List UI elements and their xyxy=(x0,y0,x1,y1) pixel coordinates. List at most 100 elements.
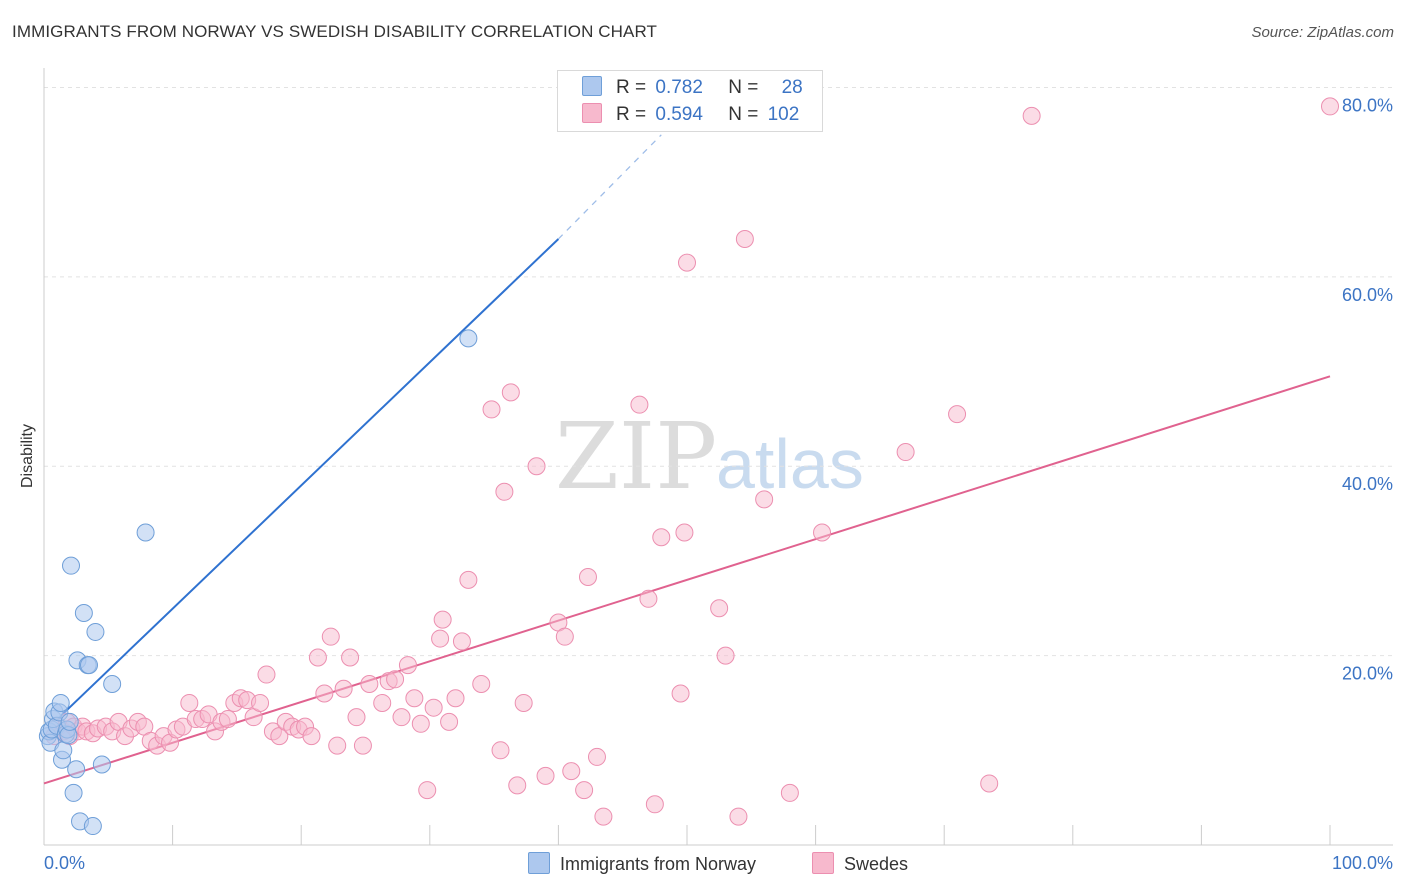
swedes-point xyxy=(587,747,606,766)
swedes-point xyxy=(652,528,671,547)
swedes-point xyxy=(575,781,594,800)
swedes-point xyxy=(360,675,379,694)
swedes-point xyxy=(755,490,774,509)
legend-swatch-norway xyxy=(582,76,602,96)
bottom-legend-label-swedes: Swedes xyxy=(844,854,909,874)
swedes-point xyxy=(710,599,729,618)
swedes-point xyxy=(980,774,999,793)
swedes-point xyxy=(729,807,748,826)
swedes-point xyxy=(630,395,649,414)
source-label: Source: ZipAtlas.com xyxy=(1251,24,1394,41)
swedes-point xyxy=(424,698,443,717)
swedes-point xyxy=(527,457,546,476)
swedes-point xyxy=(495,482,514,501)
norway-point xyxy=(103,675,122,694)
norway-point xyxy=(136,523,155,542)
swedes-point xyxy=(501,383,520,402)
norway-point xyxy=(92,755,111,774)
swedes-point xyxy=(578,568,597,587)
swedes-point xyxy=(440,712,459,731)
swedes-point xyxy=(675,523,694,542)
bottom-legend-swatch-swedes xyxy=(812,852,834,874)
swedes-point xyxy=(257,665,276,684)
norway-trend-extension xyxy=(557,134,662,240)
swedes-point xyxy=(735,229,754,248)
norway-trend-line xyxy=(58,238,560,718)
swedes-point xyxy=(594,807,613,826)
norway-point xyxy=(54,741,73,760)
legend-r-label: R = xyxy=(616,104,647,125)
swedes-point xyxy=(315,684,334,703)
y-tick-label: 80.0% xyxy=(1342,95,1393,115)
swedes-point xyxy=(645,795,664,814)
swedes-point xyxy=(328,736,347,755)
swedes-point xyxy=(459,570,478,589)
chart-title: IMMIGRANTS FROM NORWAY VS SWEDISH DISABI… xyxy=(12,22,658,41)
legend-n-value: 28 xyxy=(781,77,803,98)
swedes-point xyxy=(514,693,533,712)
y-tick-label: 40.0% xyxy=(1342,474,1393,494)
swedes-point xyxy=(671,684,690,703)
swedes-point xyxy=(433,610,452,629)
swedes-point xyxy=(472,675,491,694)
norway-point xyxy=(86,622,105,641)
stats-legend: R = 0.782 N = 28 R = 0.594 N = 102 xyxy=(557,70,823,132)
norway-point xyxy=(64,783,83,802)
x-tick-label-max: 100.0% xyxy=(1332,853,1393,873)
legend-r-value: 0.782 xyxy=(655,77,703,98)
swedes-point xyxy=(251,693,270,712)
swedes-point xyxy=(392,708,411,727)
swedes-point xyxy=(321,627,340,646)
norway-point xyxy=(67,760,86,779)
legend-n-label: N = xyxy=(728,104,759,125)
y-tick-labels: 20.0% 40.0% 60.0% 80.0% xyxy=(1342,95,1393,683)
swedes-point xyxy=(508,776,527,795)
swedes-point xyxy=(411,714,430,733)
bottom-legend-swedes: Swedes xyxy=(812,852,908,876)
norway-point xyxy=(60,712,79,731)
swedes-point xyxy=(341,648,360,667)
bottom-legend-label-norway: Immigrants from Norway xyxy=(560,854,757,874)
swedes-point xyxy=(555,627,574,646)
legend-row-norway: R = 0.782 N = 28 xyxy=(582,76,803,100)
norway-trend xyxy=(58,134,662,718)
norway-point xyxy=(80,656,99,675)
swedes-point xyxy=(536,766,555,785)
swedes-point xyxy=(418,781,437,800)
swedes-point xyxy=(302,727,321,746)
legend-n-label: N = xyxy=(728,77,759,98)
swedes-point xyxy=(334,679,353,698)
swedes-point xyxy=(1321,97,1339,116)
axes xyxy=(43,68,1393,846)
norway-points xyxy=(38,329,478,836)
norway-point xyxy=(51,693,70,712)
swedes-point xyxy=(813,523,832,542)
swedes-point xyxy=(180,693,199,712)
swedes-point xyxy=(373,693,392,712)
norway-point xyxy=(83,817,102,836)
legend-n-value: 102 xyxy=(767,104,800,125)
swedes-point xyxy=(562,762,581,781)
watermark: ZIP atlas xyxy=(555,403,864,510)
norway-point xyxy=(74,604,93,623)
legend-r-label: R = xyxy=(616,77,647,98)
swedes-point xyxy=(431,629,450,648)
bottom-legend-swatch-norway xyxy=(528,852,550,874)
swedes-point xyxy=(347,708,366,727)
swedes-point xyxy=(218,710,237,729)
legend-r-value: 0.594 xyxy=(655,104,703,125)
legend-row-swedes: R = 0.594 N = 102 xyxy=(582,103,799,127)
norway-point xyxy=(459,329,478,348)
swedes-point xyxy=(716,646,735,665)
swedes-point xyxy=(780,783,799,802)
swedes-point xyxy=(896,443,915,462)
x-tick-labels: 0.0% 100.0% xyxy=(44,853,1393,873)
swedes-point xyxy=(405,689,424,708)
swedes-point xyxy=(308,648,327,667)
swedes-point xyxy=(482,400,501,419)
legend-swatch-swedes xyxy=(582,103,602,123)
x-tick-label-min: 0.0% xyxy=(44,853,85,873)
watermark-atlas: atlas xyxy=(716,425,864,503)
swedes-point xyxy=(386,670,405,689)
